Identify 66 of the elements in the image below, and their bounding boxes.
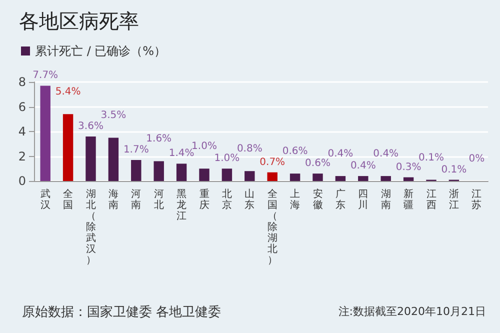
legend-label: 累计死亡 / 已确诊（%） (35, 44, 166, 58)
x-tick-label: 四川 (358, 189, 368, 211)
bar (62, 114, 74, 181)
y-tick-label: 4 (18, 124, 26, 138)
chart-title: 各地区病死率 (19, 9, 139, 33)
data-label: 0.6% (282, 146, 308, 158)
x-tick-label: 黑龙江 (176, 189, 187, 222)
data-label: 0.6% (305, 158, 330, 170)
x-tick-label: 河南 (131, 188, 142, 211)
text: 注:数据截至2020年10月21日 (338, 305, 486, 318)
bar (290, 174, 300, 181)
bar (358, 176, 368, 181)
data-label: 0.7% (260, 156, 286, 168)
data-label: 5.4% (55, 86, 81, 98)
data-label: 0.4% (350, 160, 376, 172)
x-tick-label: 广东 (335, 188, 346, 211)
x-tick-label: 河北 (154, 188, 164, 211)
y-tick-label: 8 (18, 75, 26, 89)
x-tick-label: 湖南 (380, 188, 391, 211)
bar (176, 164, 187, 181)
bar (335, 176, 346, 181)
x-tick-label: 江苏 (472, 188, 482, 211)
data-label: 1.6% (146, 134, 172, 145)
data-label: 0% (468, 154, 485, 164)
bar (154, 161, 164, 181)
data-label: 3.5% (100, 110, 126, 122)
data-label: 0.1% (441, 164, 467, 176)
bar (267, 172, 278, 181)
y-tick-label: 2 (18, 149, 26, 164)
data-label: 1.7% (123, 144, 149, 156)
bar (403, 177, 414, 181)
x-tick-label: 海南 (108, 188, 118, 211)
bar (222, 168, 232, 181)
x-tick-label: 新疆 (404, 188, 414, 211)
x-tick-label: 武汉 (40, 188, 50, 211)
bar (108, 138, 119, 181)
data-label: 0.8% (236, 144, 262, 155)
x-tick-label: 重庆 (199, 188, 210, 211)
data-label: 3.6% (78, 120, 104, 132)
data-label: 0.3% (396, 162, 422, 173)
bar (86, 136, 96, 181)
bar (40, 86, 50, 181)
bar (199, 168, 210, 181)
y-tick-label: 0 (18, 174, 26, 188)
x-tick-label: 安徽 (312, 188, 323, 211)
bar (131, 160, 142, 181)
x-tick-label: 全国 (63, 188, 74, 211)
data-label: 7.7% (32, 70, 58, 82)
x-tick-label: 上海 (290, 188, 300, 211)
x-tick-label: 北京 (222, 188, 232, 211)
x-tick-label: 山东 (244, 188, 255, 211)
bar (244, 171, 255, 181)
data-label: 0.4% (328, 148, 354, 160)
y-tick-label: 6 (18, 100, 26, 114)
data-label: 1.4% (168, 148, 194, 160)
data-label: 1.0% (214, 153, 240, 164)
data-label: 1.0% (192, 141, 217, 152)
data-label: 0.1% (418, 152, 444, 164)
x-tick-label: 湖北（除武汉） (86, 188, 96, 266)
x-tick-label: 全国（除湖北） (267, 188, 278, 266)
x-tick-label: 江西 (426, 188, 436, 211)
data-label: 0.4% (373, 148, 399, 160)
x-tick-label: 浙江 (448, 188, 459, 211)
text: 原始数据：国家卫健委 各地卫健委 (22, 304, 222, 320)
bar (380, 176, 391, 181)
bar (312, 174, 323, 181)
